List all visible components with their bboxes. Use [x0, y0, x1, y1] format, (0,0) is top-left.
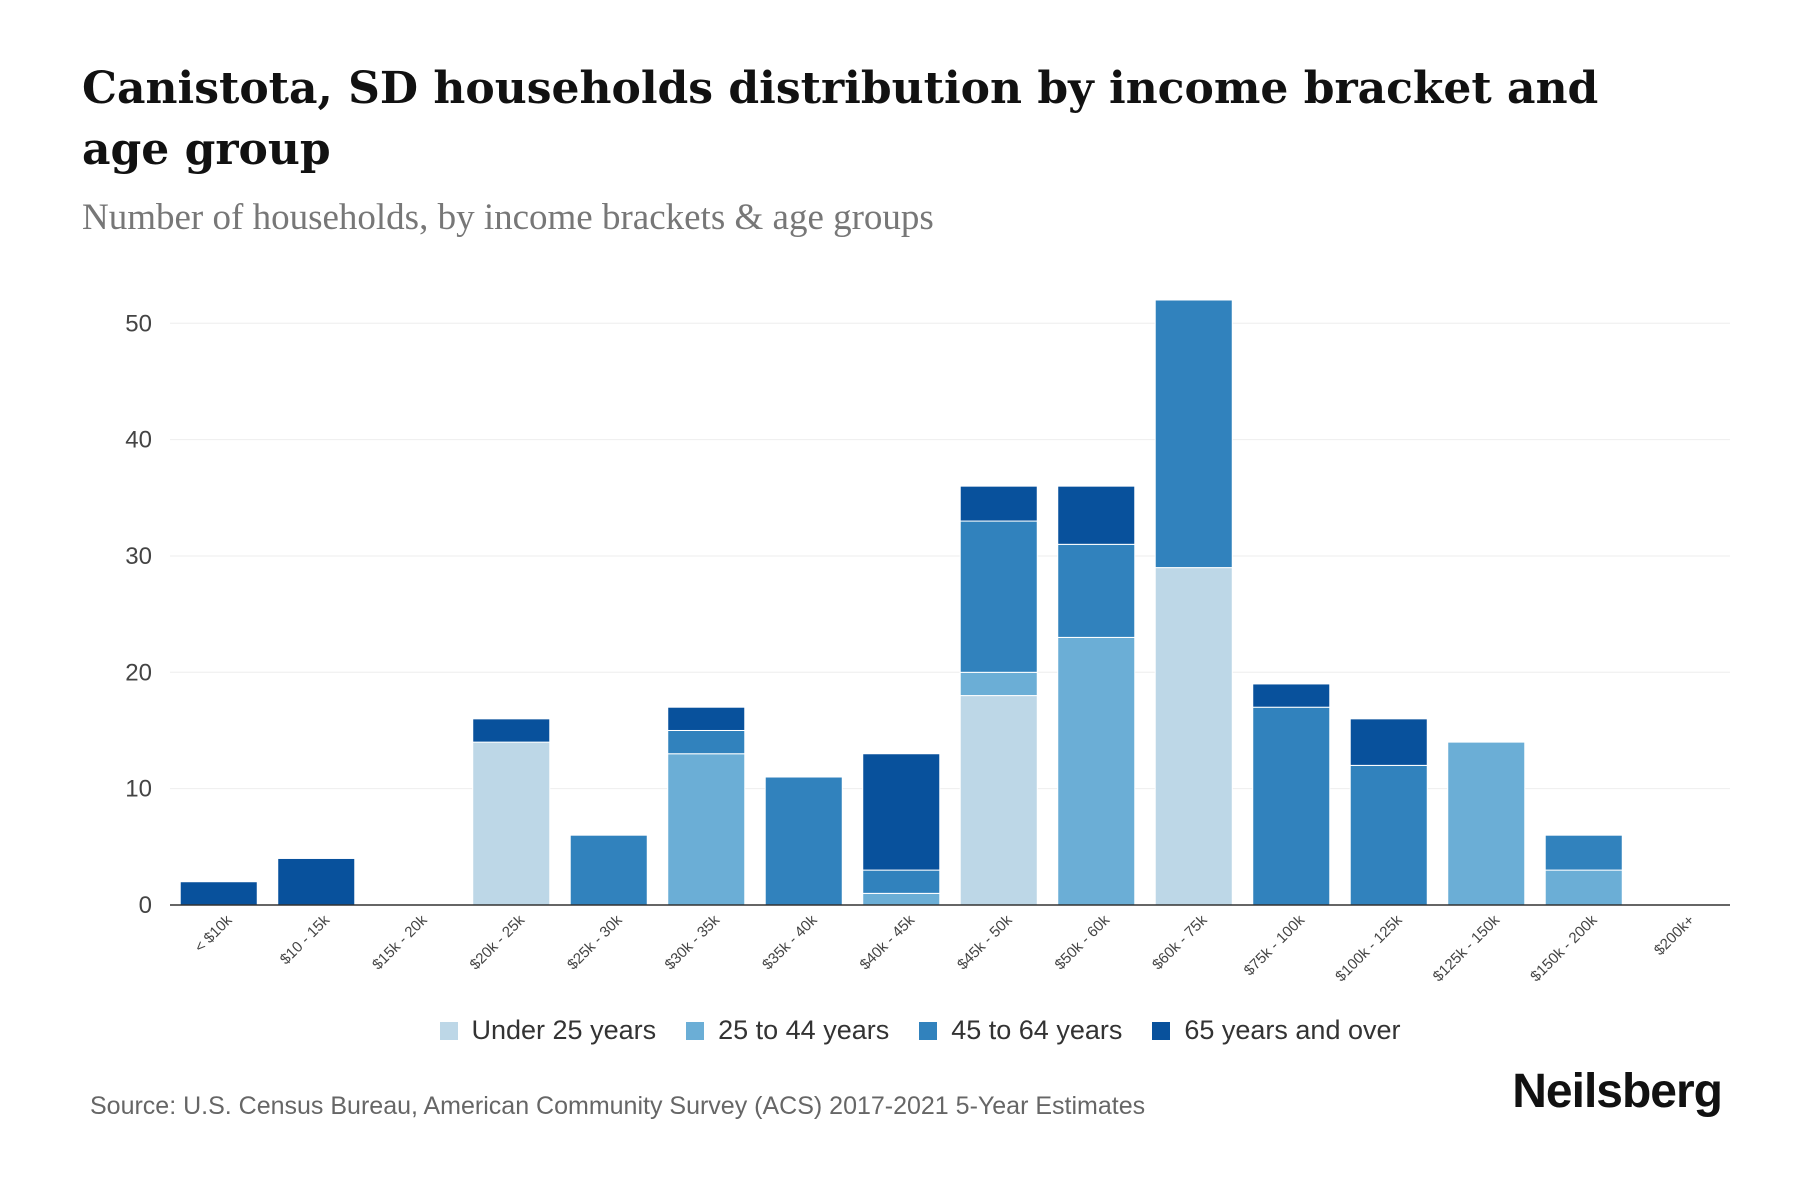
legend-item: 25 to 44 years	[686, 1015, 889, 1046]
bar-segment	[277, 857, 356, 906]
bar-segment	[1447, 741, 1526, 906]
y-tick-label: 40	[125, 427, 152, 454]
x-tick-label: $30k - 35k	[662, 911, 724, 973]
legend-swatch	[439, 1021, 458, 1040]
bar-segment	[959, 671, 1038, 697]
bar-segment	[179, 881, 258, 906]
x-tick-label: < $10k	[191, 911, 236, 956]
y-tick-label: 20	[125, 659, 152, 686]
chart-title: Canistota, SD households distribution by…	[82, 63, 1599, 175]
legend-label: 65 years and over	[1184, 1015, 1401, 1045]
bar-segment	[862, 869, 941, 894]
legend-label: 45 to 64 years	[951, 1015, 1123, 1045]
bar-segment	[667, 729, 746, 755]
bar-segment	[569, 834, 648, 906]
legend-label: 25 to 44 years	[718, 1015, 890, 1045]
bar-segment	[1252, 706, 1331, 906]
x-tick-label: $200k+	[1651, 912, 1698, 959]
legend-swatch	[1152, 1021, 1171, 1040]
bar-segment	[1154, 299, 1233, 569]
legend-item: Under 25 years	[439, 1015, 657, 1046]
bar-segment	[472, 718, 551, 743]
x-tick-label: $150k - 200k	[1527, 911, 1601, 985]
bar-segment	[1544, 834, 1623, 871]
x-tick-label: $100k - 125k	[1332, 911, 1406, 985]
x-tick-label: $15k - 20k	[369, 911, 431, 973]
legend-item: 65 years and over	[1152, 1015, 1401, 1046]
bar-segment	[472, 741, 551, 906]
chart-canvas: 0 10 20 30 40 50 < $10k $10 - 15k $15k - 20k $20k…	[125, 299, 1730, 985]
bar-segment	[1252, 683, 1331, 708]
y-tick-label: 10	[125, 776, 152, 803]
bar-segment	[1057, 485, 1136, 545]
bar-segment	[667, 753, 746, 906]
bar-segment	[1057, 543, 1136, 638]
x-tick-label: $20k - 25k	[467, 911, 529, 973]
bar-segment	[959, 485, 1038, 522]
x-tick-label: $75k - 100k	[1241, 911, 1309, 979]
bar-segment	[1154, 567, 1233, 906]
bar-segment	[1349, 764, 1428, 906]
x-tick-label: $45k - 50k	[954, 911, 1016, 973]
brand-logo: Neilsberg	[1512, 1065, 1723, 1118]
x-tick-label: $10 - 15k	[277, 911, 334, 968]
x-tick-label: $50k - 60k	[1052, 911, 1114, 973]
legend-label: Under 25 years	[471, 1015, 657, 1045]
bar-segment	[959, 520, 1038, 673]
bar-segment	[667, 706, 746, 731]
bar-segment	[862, 892, 941, 906]
legend-swatch	[686, 1021, 705, 1040]
legend-swatch	[919, 1021, 938, 1040]
x-tick-label: $125k - 150k	[1430, 911, 1504, 985]
chart-legend: Under 25 years 25 to 44 years 45 to 64 yea…	[0, 1015, 1800, 1046]
source-note: Source: U.S. Census Bureau, American Com…	[90, 1092, 1146, 1120]
x-tick-label: $60k - 75k	[1149, 911, 1211, 973]
y-tick-label: 0	[139, 892, 152, 919]
bar-segment	[764, 776, 843, 906]
x-tick-label: $40k - 45k	[857, 911, 919, 973]
bar-segment	[959, 695, 1038, 906]
bar-segment	[1349, 718, 1428, 766]
legend-item: 45 to 64 years	[919, 1015, 1122, 1046]
y-tick-label: 30	[125, 543, 152, 570]
bar-segment	[862, 753, 941, 871]
x-tick-label: $35k - 40k	[759, 911, 821, 973]
bar-segment	[1057, 636, 1136, 906]
x-tick-label: $25k - 30k	[564, 911, 626, 973]
bar-segment	[1544, 869, 1623, 906]
y-tick-label: 50	[125, 310, 152, 337]
chart-subtitle: Number of households, by income brackets…	[82, 197, 934, 238]
